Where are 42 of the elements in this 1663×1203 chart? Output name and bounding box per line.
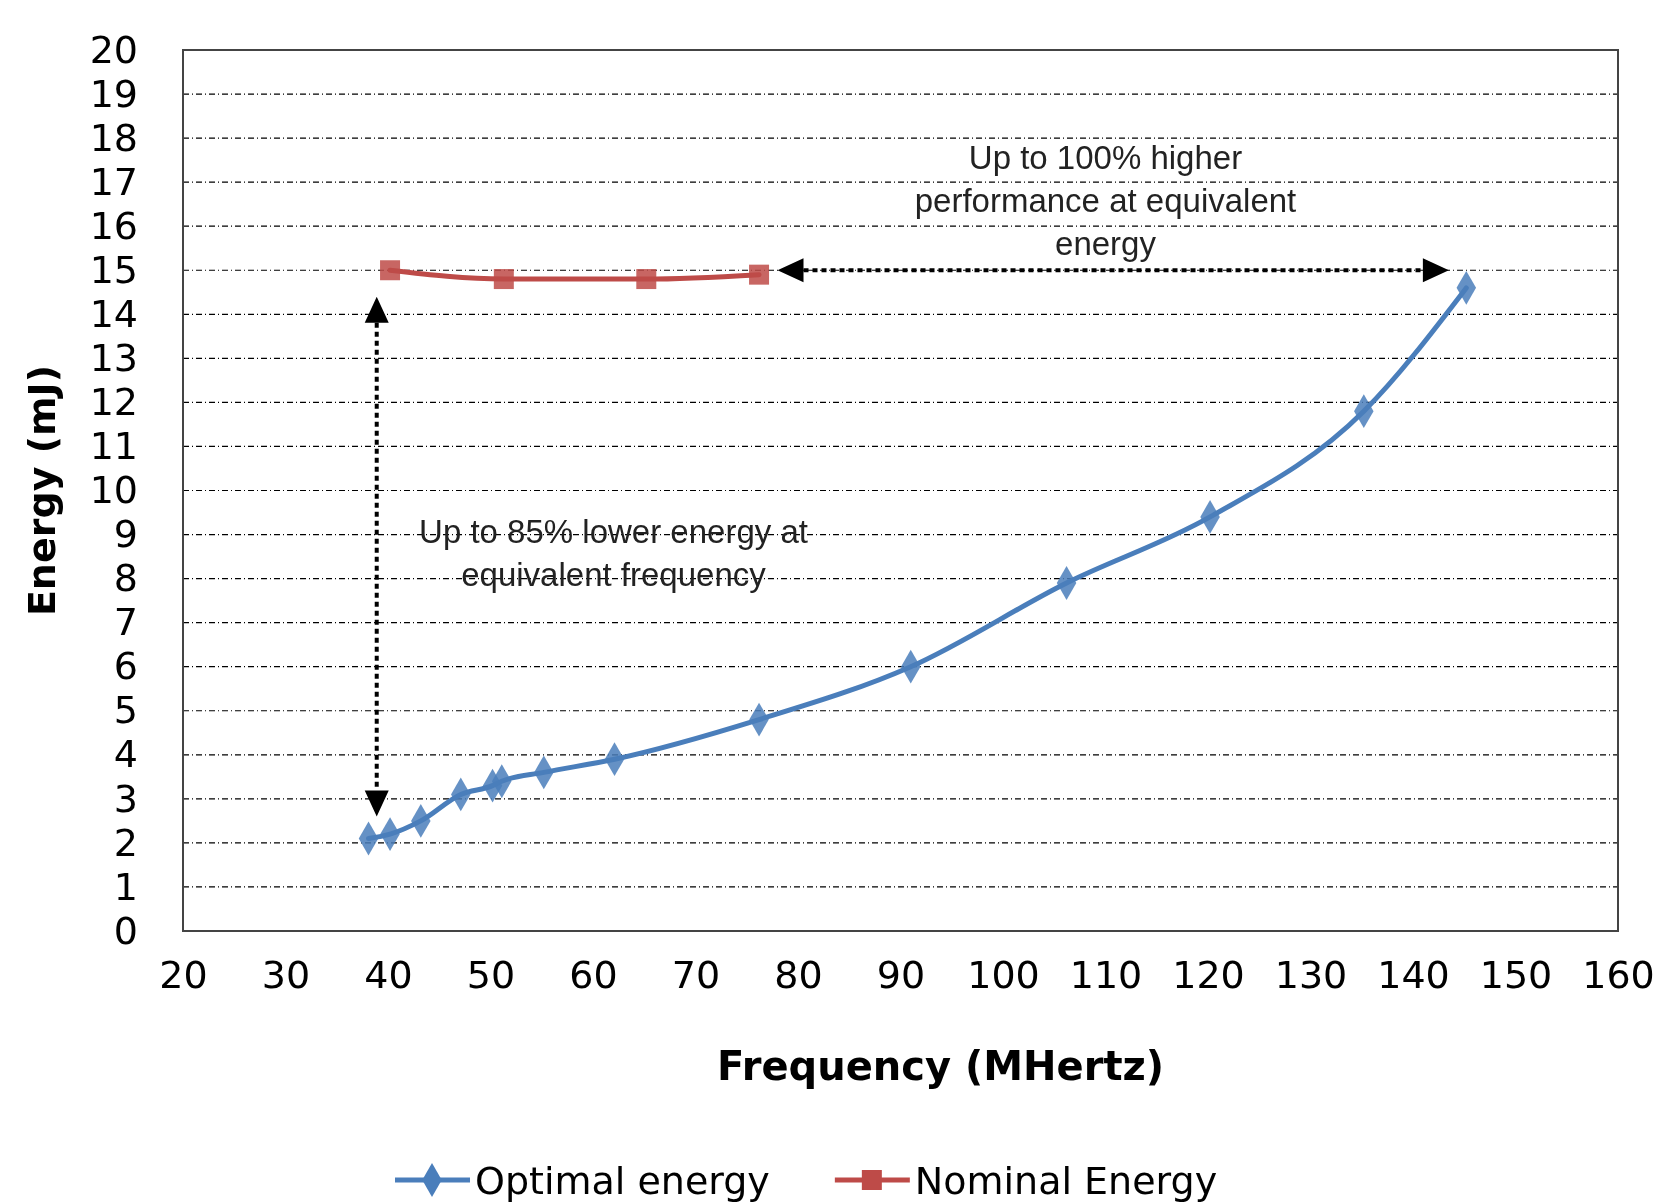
y-tick-label: 1 bbox=[113, 864, 138, 909]
x-tick-label: 120 bbox=[1172, 952, 1245, 997]
x-tick-label: 90 bbox=[876, 952, 926, 997]
x-tick-label: 30 bbox=[261, 952, 311, 997]
x-tick-label: 130 bbox=[1274, 952, 1348, 997]
y-tick-label: 19 bbox=[89, 71, 138, 116]
x-tick-label: 150 bbox=[1479, 952, 1553, 997]
y-tick-label: 18 bbox=[89, 115, 138, 160]
x-tick-label: 40 bbox=[364, 952, 413, 997]
x-tick-label: 100 bbox=[967, 952, 1040, 997]
y-tick-label: 20 bbox=[89, 27, 138, 72]
x-tick-label: 50 bbox=[466, 952, 516, 997]
x-tick-label: 140 bbox=[1377, 952, 1450, 997]
y-tick-label: 16 bbox=[89, 203, 138, 248]
y-tick-label: 12 bbox=[89, 380, 138, 425]
y-tick-label: 7 bbox=[113, 600, 138, 645]
y-tick-label: 4 bbox=[113, 732, 138, 777]
x-tick-label: 20 bbox=[159, 952, 208, 997]
y-tick-label: 15 bbox=[89, 247, 138, 292]
x-tick-label: 80 bbox=[774, 952, 823, 997]
y-tick-label: 9 bbox=[113, 512, 138, 557]
y-tick-label: 5 bbox=[113, 688, 138, 733]
y-tick-label: 10 bbox=[89, 468, 138, 513]
annotation: Up to 85% lower energy at equivalent frequency bbox=[419, 513, 808, 594]
y-tick-label: 17 bbox=[89, 159, 138, 204]
x-tick-label: 60 bbox=[569, 952, 618, 997]
y-tick-label: 13 bbox=[89, 336, 138, 381]
legend-label: Nominal Energy bbox=[914, 1159, 1218, 1203]
y-tick-label: 6 bbox=[113, 644, 138, 689]
legend-label: Optimal energy bbox=[475, 1159, 770, 1203]
x-axis-title: Frequency (MHertz) bbox=[716, 1043, 1165, 1089]
y-tick-label: 0 bbox=[113, 908, 138, 953]
y-tick-label: 3 bbox=[113, 776, 138, 821]
x-tick-label: 70 bbox=[671, 952, 721, 997]
y-tick-label: 14 bbox=[89, 291, 138, 336]
x-tick-label: 160 bbox=[1582, 952, 1655, 997]
x-tick-label: 110 bbox=[1069, 952, 1143, 997]
y-tick-label: 11 bbox=[89, 424, 138, 469]
y-tick-label: 8 bbox=[113, 556, 138, 601]
annotation: Up to 100% higher performance at equivalent energy bbox=[914, 138, 1297, 262]
y-axis-title: Energy (mJ) bbox=[20, 364, 64, 617]
y-tick-label: 2 bbox=[113, 820, 138, 865]
